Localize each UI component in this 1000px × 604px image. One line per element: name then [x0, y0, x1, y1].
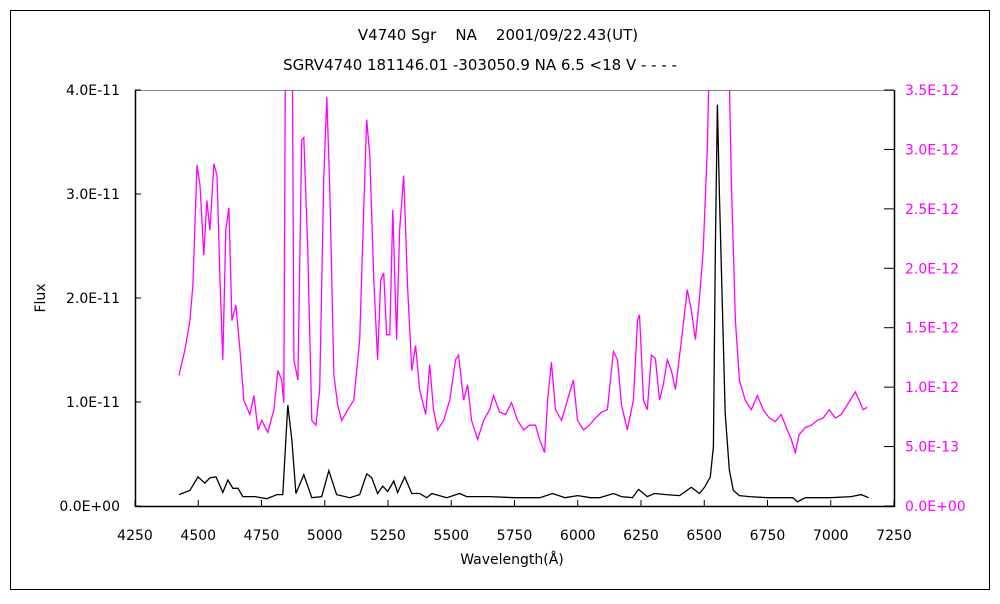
- x-axis-label: Wavelength(Å): [460, 551, 564, 568]
- y-right-tick-label: 3.5E-12: [905, 83, 959, 99]
- series-line-right-flux: [178, 90, 868, 456]
- y-right-tick-label: 5.0E-13: [905, 440, 959, 456]
- x-tick-label: 4750: [244, 528, 280, 544]
- x-tick-label: 6750: [750, 528, 786, 544]
- y-axis-label: Flux: [33, 283, 49, 312]
- x-tick-label: 7250: [876, 528, 912, 544]
- y-right-tick-label: 3.0E-12: [905, 142, 959, 158]
- chart-subtitle: SGRV4740 181146.01 -303050.9 NA 6.5 <18 …: [283, 56, 677, 74]
- y-right-tick-label: 2.5E-12: [905, 202, 959, 218]
- y-left-tick-label: 4.0E-11: [66, 83, 120, 99]
- y-right-tick-label: 2.0E-12: [905, 261, 959, 277]
- x-tick-label: 6250: [623, 528, 659, 544]
- x-tick-label: 5500: [433, 528, 469, 544]
- x-tick-label: 7000: [813, 528, 849, 544]
- x-tick-label: 5750: [497, 528, 533, 544]
- x-tick-label: 6500: [686, 528, 722, 544]
- y-left-tick-label: 1.0E-11: [66, 395, 120, 411]
- y-left-tick-label: 0.0E+00: [59, 499, 120, 515]
- y-left-tick-label: 2.0E-11: [66, 291, 120, 307]
- y-right-tick-label: 1.0E-12: [905, 380, 959, 396]
- y-right-tick-label: 0.0E+00: [905, 499, 966, 515]
- y-left-tick-label: 3.0E-11: [66, 187, 120, 203]
- x-tick-label: 4500: [180, 528, 216, 544]
- x-tick-label: 5250: [370, 528, 406, 544]
- x-tick-label: 6000: [560, 528, 596, 544]
- x-tick-label: 5000: [307, 528, 343, 544]
- series-line-left-flux: [178, 104, 869, 503]
- x-tick-label: 4250: [117, 528, 153, 544]
- chart-title: V4740 Sgr NA 2001/09/22.43(UT): [358, 26, 638, 44]
- chart-border: [10, 10, 990, 590]
- y-right-tick-label: 1.5E-12: [905, 321, 959, 337]
